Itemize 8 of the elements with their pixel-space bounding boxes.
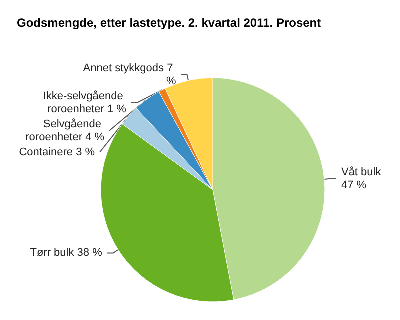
data-label: 47 % xyxy=(341,179,367,192)
slice-label: Våt bulk xyxy=(341,166,384,178)
chart-title: Godsmengde, etter lastetype. 2. kvartal 2011. Prosent xyxy=(17,16,322,30)
slice-label: Selvgående roroenheter 4 % xyxy=(26,118,105,144)
slice-label: Ikke-selvgående roroenheter 1 % xyxy=(43,90,127,116)
slice-label: Tørr bulk 38 % xyxy=(30,247,103,260)
slice-label: Containere 3 % xyxy=(19,146,96,158)
slice-label: Annet stykkgods 7 % xyxy=(83,62,176,88)
